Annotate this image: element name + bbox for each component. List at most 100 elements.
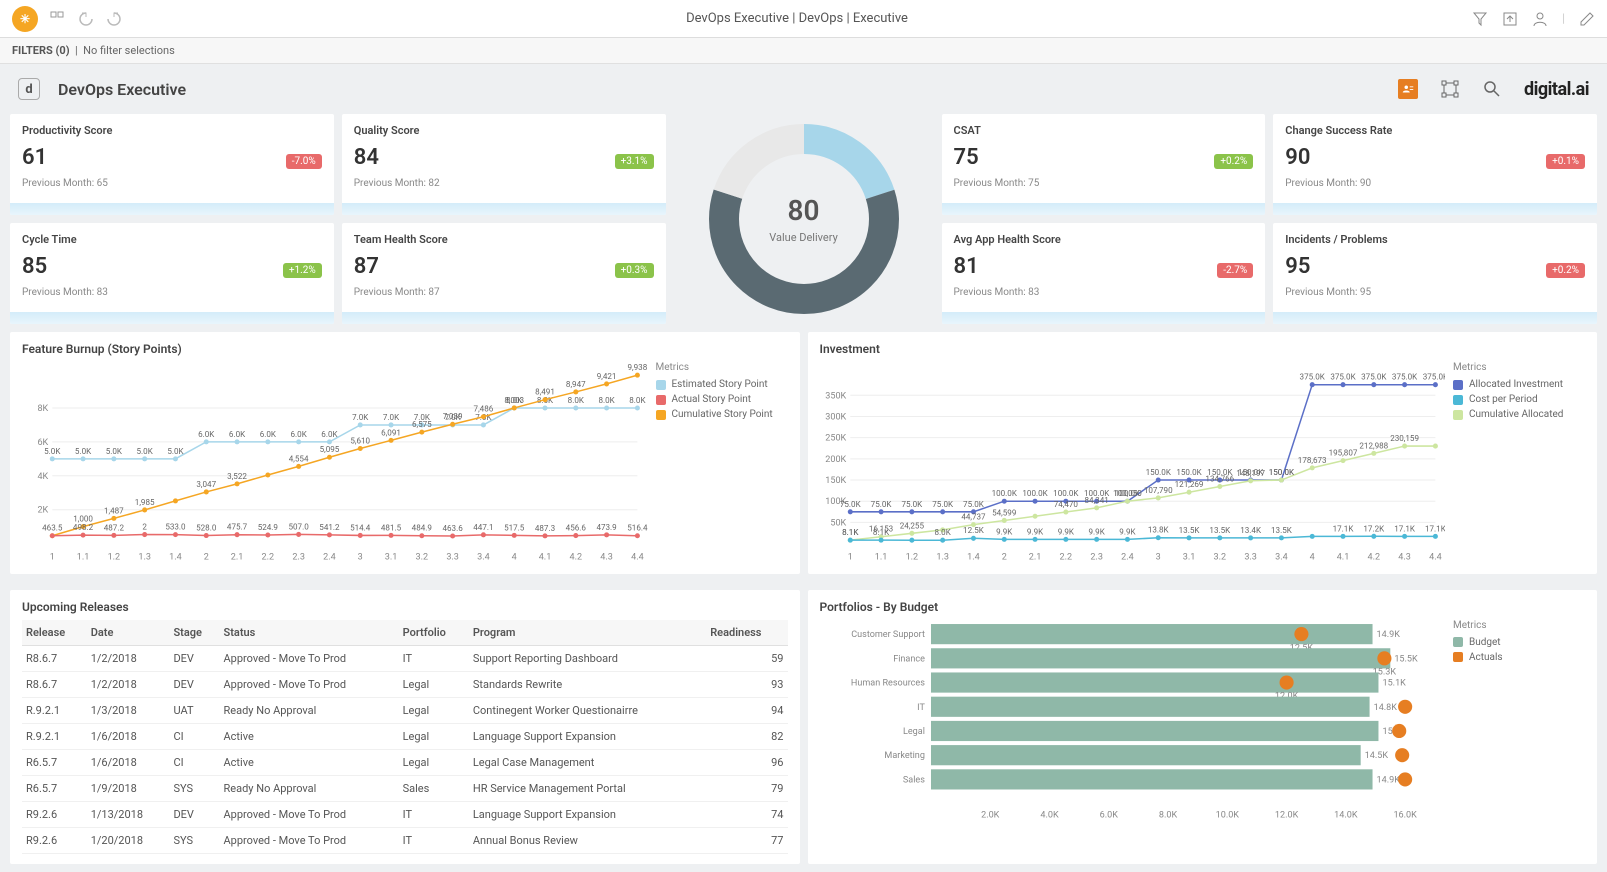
table-header[interactable]: Stage <box>169 620 219 646</box>
svg-text:6.0K: 6.0K <box>229 430 246 439</box>
svg-text:75.0K: 75.0K <box>901 500 923 509</box>
svg-text:1: 1 <box>847 553 852 563</box>
kpi-card[interactable]: CSAT 75 +0.2% Previous Month: 75 <box>942 114 1266 215</box>
edit-icon[interactable] <box>1579 11 1595 27</box>
kpi-value: 90 <box>1285 145 1585 170</box>
donut-value: 80 <box>769 194 838 227</box>
svg-text:6.0K: 6.0K <box>321 430 338 439</box>
kpi-card[interactable]: Incidents / Problems 95 +0.2% Previous M… <box>1273 223 1597 324</box>
legend-item[interactable]: Actuals <box>1453 652 1585 663</box>
user-icon[interactable] <box>1532 11 1548 27</box>
svg-text:150.0K: 150.0K <box>1268 468 1294 477</box>
burnup-title: Feature Burnup (Story Points) <box>22 342 788 356</box>
svg-text:150K: 150K <box>825 476 846 486</box>
legend-item[interactable]: Allocated Investment <box>1453 379 1585 390</box>
legend-item[interactable]: Cost per Period <box>1453 394 1585 405</box>
table-header[interactable]: Portfolio <box>399 620 469 646</box>
svg-text:74,470: 74,470 <box>1053 500 1078 509</box>
kpi-previous: Previous Month: 90 <box>1285 178 1585 189</box>
legend-label: Actual Story Point <box>672 394 752 405</box>
svg-text:17.1K: 17.1K <box>1425 524 1445 533</box>
svg-text:4.1: 4.1 <box>1336 553 1349 563</box>
kpi-card[interactable]: Change Success Rate 90 +0.1% Previous Mo… <box>1273 114 1597 215</box>
kpi-card[interactable]: Cycle Time 85 +1.2% Previous Month: 83 <box>10 223 334 324</box>
burnup-panel: Feature Burnup (Story Points) 2K4K6K8K11… <box>10 332 800 574</box>
kpi-card[interactable]: Team Health Score 87 +0.3% Previous Mont… <box>342 223 666 324</box>
svg-text:2.3: 2.3 <box>1090 553 1103 563</box>
table-header[interactable]: Date <box>87 620 170 646</box>
redo-icon[interactable] <box>106 11 122 27</box>
investment-chart: 50K100K150K200K250K300K350K11.11.21.31.4… <box>820 362 1446 564</box>
search-icon[interactable] <box>1482 79 1502 99</box>
legend-item[interactable]: Estimated Story Point <box>656 379 788 390</box>
legend-item[interactable]: Actual Story Point <box>656 394 788 405</box>
undo-icon[interactable] <box>78 11 94 27</box>
svg-text:230,159: 230,159 <box>1390 434 1419 443</box>
table-row[interactable]: R9.2.61/13/2018DEVApproved - Move To Pro… <box>22 801 788 827</box>
kpi-card[interactable]: Productivity Score 61 -7.0% Previous Mon… <box>10 114 334 215</box>
svg-text:4: 4 <box>1309 553 1314 563</box>
investment-panel: Investment 50K100K150K200K250K300K350K11… <box>808 332 1598 574</box>
table-row[interactable]: R8.6.71/2/2018DEVApproved - Move To Prod… <box>22 671 788 697</box>
share-icon[interactable] <box>1502 11 1518 27</box>
kpi-title: CSAT <box>954 124 1254 137</box>
kpi-title: Productivity Score <box>22 124 322 137</box>
svg-text:17.1K: 17.1K <box>1394 524 1416 533</box>
investment-legend: Metrics Allocated Investment Cost per Pe… <box>1445 362 1585 564</box>
svg-text:8K: 8K <box>37 404 48 414</box>
svg-text:14.9K: 14.9K <box>1376 630 1400 640</box>
d-logo-icon: d <box>18 78 40 100</box>
table-header[interactable]: Status <box>220 620 399 646</box>
filter-icon[interactable] <box>1472 11 1488 27</box>
svg-text:16.0K: 16.0K <box>1393 810 1417 820</box>
svg-text:1.2: 1.2 <box>905 553 918 563</box>
filters-note: No filter selections <box>83 44 175 57</box>
svg-text:13.5K: 13.5K <box>1178 526 1200 535</box>
table-header[interactable]: Readiness <box>706 620 787 646</box>
svg-text:4.2: 4.2 <box>570 553 583 563</box>
svg-text:3.1: 3.1 <box>1182 553 1195 563</box>
legend-swatch <box>656 380 666 390</box>
filters-label[interactable]: FILTERS (0) <box>12 44 70 57</box>
svg-text:2: 2 <box>142 523 147 532</box>
table-header[interactable]: Program <box>469 620 706 646</box>
topbar-right-icons: | <box>1472 11 1595 27</box>
table-header[interactable]: Release <box>22 620 87 646</box>
table-row[interactable]: R6.5.71/6/2018CIActive LegalLegal Case M… <box>22 749 788 775</box>
app-logo-icon[interactable]: ✳ <box>12 6 38 32</box>
kpi-sparkline <box>1273 312 1597 324</box>
contact-card-icon[interactable] <box>1398 79 1418 99</box>
kpi-previous: Previous Month: 83 <box>954 287 1254 298</box>
kpi-card[interactable]: Quality Score 84 +3.1% Previous Month: 8… <box>342 114 666 215</box>
svg-text:100.0K: 100.0K <box>991 489 1017 498</box>
svg-text:7,039: 7,039 <box>443 412 463 421</box>
svg-text:7.0K: 7.0K <box>383 413 400 422</box>
table-row[interactable]: R.9.2.11/6/2018CIActive LegalLanguage Su… <box>22 723 788 749</box>
table-row[interactable]: R6.5.71/9/2018SYSReady No Approval Sales… <box>22 775 788 801</box>
releases-table: ReleaseDateStageStatusPortfolioProgramRe… <box>22 620 788 854</box>
svg-text:50K: 50K <box>830 518 846 528</box>
table-row[interactable]: R9.2.61/20/2018SYSApproved - Move To Pro… <box>22 827 788 853</box>
kpi-card[interactable]: Avg App Health Score 81 -2.7% Previous M… <box>942 223 1266 324</box>
svg-text:498.2: 498.2 <box>73 523 94 532</box>
svg-text:7,486: 7,486 <box>474 405 494 414</box>
svg-text:1.4: 1.4 <box>967 553 980 563</box>
svg-text:3: 3 <box>358 553 363 563</box>
svg-text:3.3: 3.3 <box>446 553 459 563</box>
legend-label: Allocated Investment <box>1469 379 1563 390</box>
legend-swatch <box>656 395 666 405</box>
table-row[interactable]: R.9.2.11/3/2018UATReady No Approval Lega… <box>22 697 788 723</box>
legend-item[interactable]: Cumulative Allocated <box>1453 409 1585 420</box>
svg-text:75.0K: 75.0K <box>839 500 861 509</box>
kpi-title: Avg App Health Score <box>954 233 1254 246</box>
legend-item[interactable]: Budget <box>1453 637 1585 648</box>
grid-icon[interactable] <box>50 11 66 27</box>
kpi-value: 87 <box>354 254 654 279</box>
svg-text:300K: 300K <box>825 413 846 423</box>
legend-item[interactable]: Cumulative Story Point <box>656 409 788 420</box>
svg-text:5.0K: 5.0K <box>75 447 92 456</box>
svg-text:4.3: 4.3 <box>1398 553 1411 563</box>
table-row[interactable]: R8.6.71/2/2018DEVApproved - Move To Prod… <box>22 645 788 671</box>
nodes-icon[interactable] <box>1440 79 1460 99</box>
svg-text:5.0K: 5.0K <box>106 447 123 456</box>
